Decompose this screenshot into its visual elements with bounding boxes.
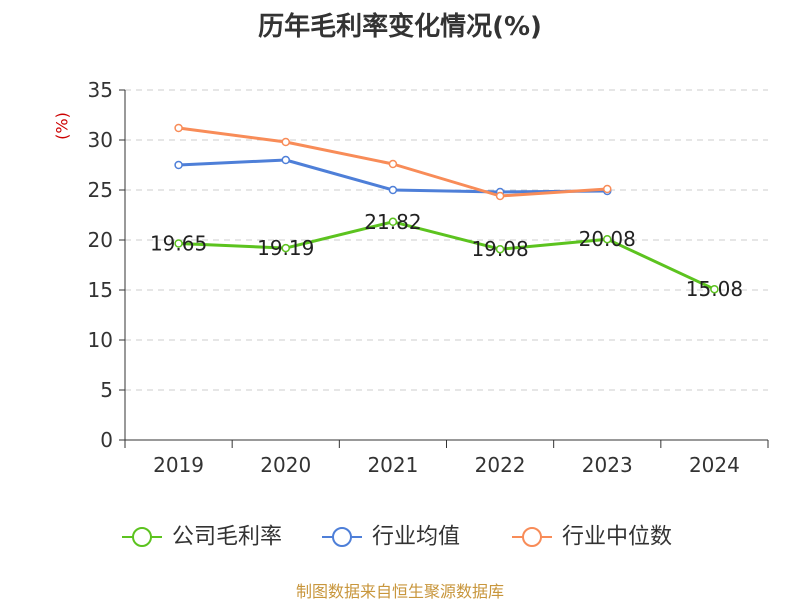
x-tick-label: 2021 — [367, 453, 418, 477]
y-tick-label: 5 — [100, 378, 113, 402]
y-tick-label: 35 — [88, 78, 113, 102]
data-point — [174, 239, 183, 248]
y-axis-label: (%) — [53, 112, 72, 140]
legend: 公司毛利率 行业均值 行业中位数 — [122, 525, 672, 550]
y-tick-label: 10 — [88, 328, 113, 352]
data-label: 20.08 — [579, 227, 636, 251]
data-label: 15.08 — [686, 277, 743, 301]
legend-label: 行业中位数 — [562, 525, 672, 550]
data-label: 21.82 — [364, 210, 421, 234]
data-point — [388, 217, 398, 227]
data-point — [495, 191, 505, 201]
legend-marker — [332, 527, 352, 547]
data-point — [495, 244, 505, 254]
x-tick-label: 2024 — [689, 453, 740, 477]
data-label: 19.19 — [257, 236, 314, 260]
source-note: 制图数据来自恒生聚源数据库 — [295, 582, 504, 601]
chart-title: 历年毛利率变化情况(%) — [258, 12, 542, 42]
legend-label: 行业均值 — [372, 525, 460, 550]
data-point — [281, 243, 290, 253]
data-label: 19.65 — [150, 232, 207, 256]
y-tick-label: 15 — [88, 278, 113, 302]
data-point — [603, 184, 612, 194]
y-tick-label: 20 — [88, 228, 113, 252]
axes: 0 5 10 15 20 25 30 35 2019 2020 2021 2022 2023 2024 (%… — [53, 78, 769, 477]
series-line — [178, 220, 716, 291]
data-point — [174, 160, 183, 170]
legend-label: 公司毛利率 — [172, 525, 282, 550]
y-tick-label: 0 — [100, 428, 113, 452]
legend-marker — [132, 527, 152, 547]
series-lines — [174, 123, 719, 294]
x-tick-label: 2019 — [153, 453, 204, 477]
data-point — [281, 155, 290, 165]
data-labels: 19.65 19.19 21.82 19.08 20.08 15.08 — [150, 210, 743, 301]
data-label: 19.08 — [471, 237, 528, 261]
data-point — [388, 159, 398, 169]
legend-marker — [522, 527, 542, 547]
y-tick-label: 25 — [88, 178, 113, 202]
data-point — [174, 123, 183, 133]
data-point — [388, 185, 398, 195]
data-point — [710, 284, 719, 294]
data-point — [281, 137, 290, 147]
x-tick-label: 2022 — [475, 453, 526, 477]
y-tick-label: 30 — [88, 128, 113, 152]
data-point — [603, 234, 612, 244]
x-tick-label: 2023 — [582, 453, 633, 477]
x-tick-label: 2020 — [260, 453, 311, 477]
